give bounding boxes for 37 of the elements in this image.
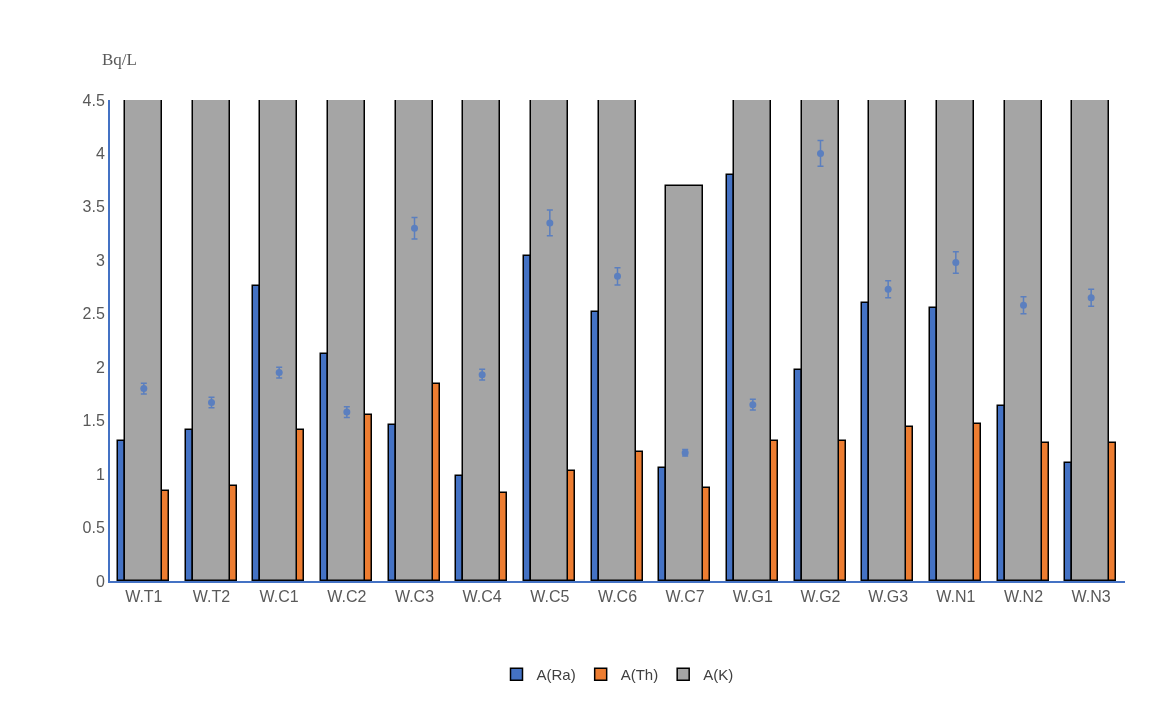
y-tick-label: 3 <box>95 251 105 269</box>
x-tick-label: W.C1 <box>259 588 299 606</box>
point <box>817 149 824 157</box>
point <box>1020 301 1027 309</box>
x-tick-label: W.N1 <box>936 588 976 606</box>
legend-label: A(Ra) <box>536 666 576 684</box>
y-tick-label: 1 <box>95 465 105 483</box>
y-tick-label: 3.5 <box>82 198 105 216</box>
y-tick-label: 1.5 <box>82 412 105 430</box>
x-tick-label: W.G3 <box>868 588 909 606</box>
point <box>411 224 418 232</box>
y-axis-title: Bq/L <box>102 50 137 69</box>
y-tick-label: 0 <box>95 572 105 590</box>
x-tick-label: W.G1 <box>732 588 773 606</box>
point <box>546 219 554 227</box>
x-tick-label: W.C3 <box>394 588 435 606</box>
legend-label: A(Th) <box>620 666 659 684</box>
point <box>614 272 621 280</box>
legend-label: A(K) <box>703 666 734 684</box>
y-tick-label: 4.5 <box>82 91 105 109</box>
x-tick-label: W.T2 <box>192 588 231 606</box>
y-tick-label: 4 <box>95 145 105 163</box>
x-tick-label: W.T1 <box>125 588 163 606</box>
y-tick-label: 2 <box>95 358 105 376</box>
x-tick-label: W.C5 <box>530 588 570 606</box>
x-tick-label: W.G2 <box>800 588 841 606</box>
y-tick-label: 2.5 <box>82 305 105 323</box>
x-tick-label: W.N2 <box>1003 588 1044 606</box>
point <box>952 258 960 266</box>
x-tick-label: W.C2 <box>327 588 367 606</box>
x-tick-label: W.C4 <box>462 588 502 606</box>
x-tick-label: W.C6 <box>597 588 638 606</box>
x-tick-label: W.N3 <box>1071 588 1111 606</box>
point <box>884 285 892 293</box>
point <box>1087 294 1095 302</box>
x-tick-label: W.C7 <box>665 588 705 606</box>
y-tick-label: 0.5 <box>82 519 105 537</box>
